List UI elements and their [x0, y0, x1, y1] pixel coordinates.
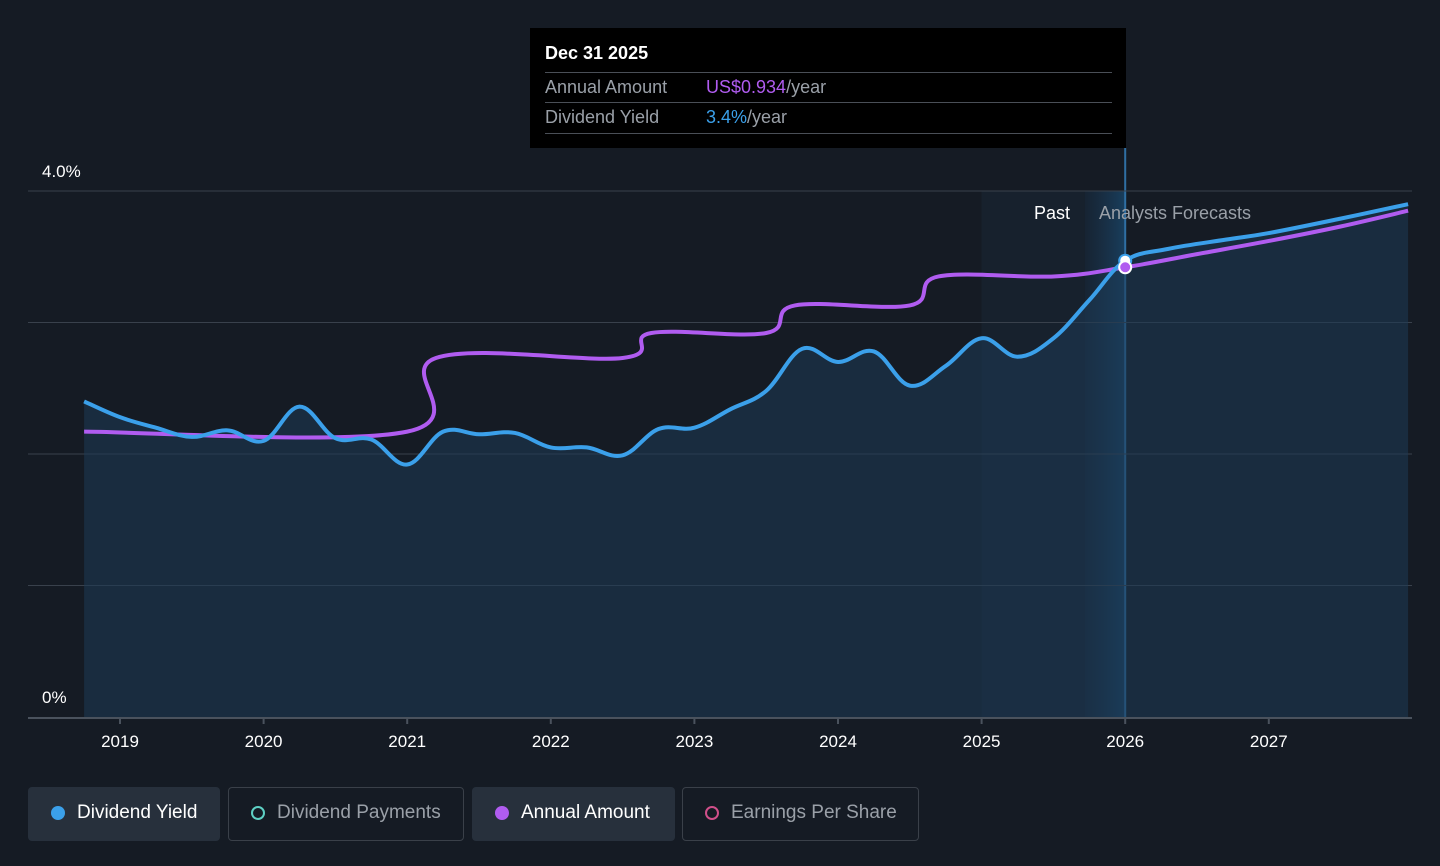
x-tick-label: 2024 — [819, 732, 857, 751]
legend-label: Dividend Payments — [277, 802, 441, 823]
tooltip-date: Dec 31 2025 — [545, 43, 649, 63]
forecast-region-label: Analysts Forecasts — [1099, 203, 1251, 223]
dividend-yield-area — [84, 204, 1409, 717]
dividend-yield-line — [83, 202, 1409, 467]
x-tick-label: 2021 — [388, 732, 426, 751]
legend-ring-icon — [705, 806, 719, 820]
legend-dividend-payments-button[interactable]: Dividend Payments — [228, 787, 464, 841]
past-region-label: Past — [1034, 203, 1070, 223]
x-tick-label: 2027 — [1250, 732, 1288, 751]
tooltip-row-dividend-yield: Dividend Yield 3.4%/year — [545, 102, 1112, 134]
y-tick-label-bottom: 0% — [42, 688, 67, 707]
x-tick-label: 2023 — [675, 732, 713, 751]
x-tick-label: 2026 — [1106, 732, 1144, 751]
legend-earnings-per-share-button[interactable]: Earnings Per Share — [682, 787, 919, 841]
tooltip-value: 3.4%/year — [706, 107, 788, 127]
legend-label: Annual Amount — [521, 802, 650, 823]
legend-label: Earnings Per Share — [731, 802, 897, 823]
hover-tooltip: Dec 31 2025 Annual Amount US$0.934/year … — [530, 28, 1126, 148]
x-tick-label: 2025 — [963, 732, 1001, 751]
legend-dividend-yield-button[interactable]: Dividend Yield — [28, 787, 220, 841]
tooltip-label: Annual Amount — [545, 77, 668, 97]
legend-dot-icon — [51, 806, 65, 820]
x-tick-label: 2019 — [101, 732, 139, 751]
y-tick-label-top: 4.0% — [42, 162, 81, 181]
legend-dot-icon — [495, 806, 509, 820]
tooltip-value: US$0.934/year — [706, 77, 827, 97]
tooltip-row-annual-amount: Annual Amount US$0.934/year — [545, 72, 1112, 103]
tooltip-label: Dividend Yield — [545, 107, 660, 127]
x-tick-label: 2022 — [532, 732, 570, 751]
legend-ring-icon — [251, 806, 265, 820]
annual-amount-marker — [1118, 260, 1133, 275]
legend-annual-amount-button[interactable]: Annual Amount — [472, 787, 675, 841]
x-tick-label: 2020 — [245, 732, 283, 751]
annual-amount-line — [84, 208, 1409, 440]
legend-label: Dividend Yield — [77, 802, 198, 823]
